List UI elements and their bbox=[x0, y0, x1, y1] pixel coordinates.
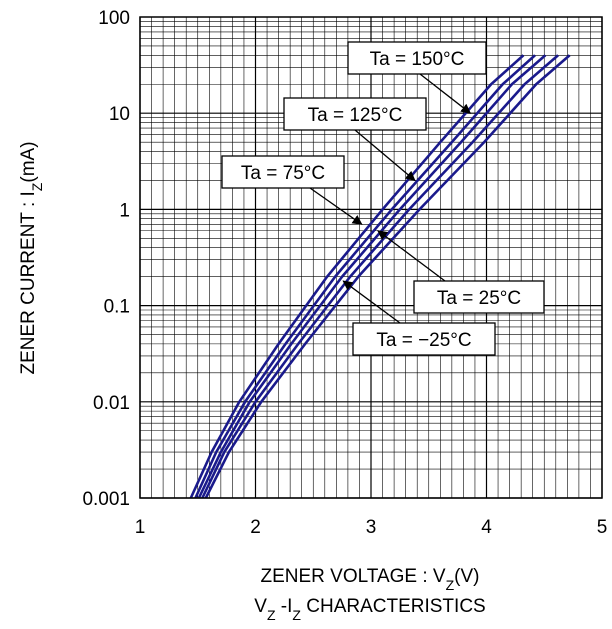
tick-labels: 1 2 3 4 5 0.001 0.01 0.1 1 10 100 bbox=[82, 8, 607, 538]
x-tick-label: 1 bbox=[135, 517, 146, 538]
axis-labels: ZENER VOLTAGE : VZ(V) VZ -IZ CHARACTERIST… bbox=[18, 141, 486, 623]
x-tick-label: 2 bbox=[250, 517, 261, 538]
annotation-label: Ta = 25°C bbox=[437, 288, 521, 309]
series-lines bbox=[189, 54, 571, 499]
y-tick-label: 0.001 bbox=[82, 489, 130, 510]
annotations: Ta = 150°C Ta = 125°C Ta = 75°C Ta = 25°C Ta… bbox=[221, 41, 545, 356]
x-tick-label: 5 bbox=[597, 517, 608, 538]
y-tick-label: 0.01 bbox=[93, 393, 130, 414]
series-line-4 bbox=[204, 54, 571, 499]
chart-subtitle: VZ -IZ CHARACTERISTICS bbox=[254, 596, 485, 623]
annotation-arrow bbox=[342, 280, 401, 324]
series-line-2 bbox=[197, 54, 547, 499]
annotation-label: Ta = 150°C bbox=[370, 49, 465, 70]
x-tick-label: 4 bbox=[481, 517, 492, 538]
x-tick-label: 3 bbox=[366, 517, 377, 538]
y-axis-label: ZENER CURRENT : IZ(mA) bbox=[18, 141, 45, 374]
annotation-box bbox=[352, 322, 496, 356]
annotation-label: Ta = −25°C bbox=[376, 330, 471, 351]
annotation-box bbox=[413, 280, 545, 314]
annotation-label: Ta = 75°C bbox=[241, 163, 325, 184]
annotation-arrow bbox=[377, 230, 446, 282]
series-line-3 bbox=[201, 54, 559, 499]
annotation-arrow bbox=[354, 129, 416, 182]
annotation-arrow bbox=[419, 73, 472, 114]
plot-frame bbox=[139, 16, 603, 499]
annotation-box bbox=[221, 155, 345, 189]
series-line-1 bbox=[194, 54, 536, 499]
y-tick-label: 10 bbox=[109, 104, 130, 125]
annotation-box bbox=[283, 97, 427, 131]
annotation-label: Ta = 125°C bbox=[308, 105, 403, 126]
y-tick-label: 100 bbox=[98, 8, 130, 29]
annotation-arrow bbox=[309, 187, 363, 225]
annotation-box bbox=[347, 41, 487, 75]
y-tick-label: 0.1 bbox=[104, 297, 130, 318]
series-line-0 bbox=[189, 54, 525, 499]
y-tick-label: 1 bbox=[119, 200, 130, 221]
x-axis-label: ZENER VOLTAGE : VZ(V) bbox=[260, 566, 479, 593]
